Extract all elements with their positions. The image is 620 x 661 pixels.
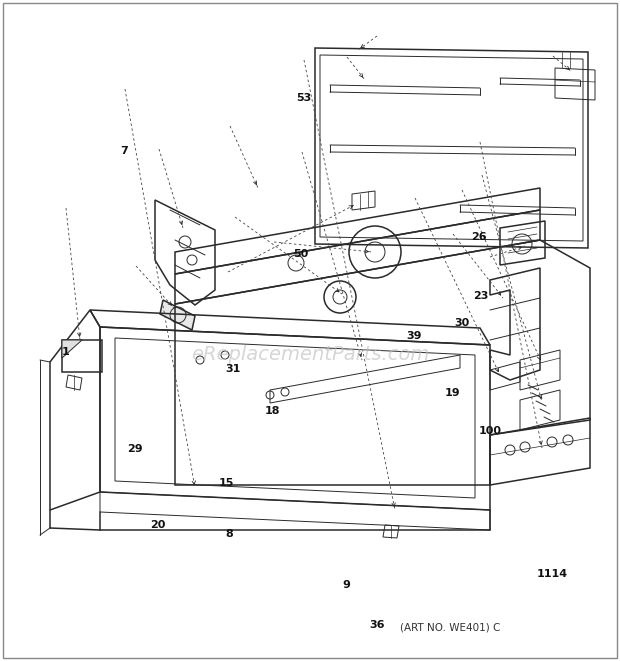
Text: 1: 1 [61,346,69,357]
Text: 8: 8 [226,529,233,539]
Text: (ART NO. WE401) C: (ART NO. WE401) C [400,623,500,633]
Text: eReplacementParts.com: eReplacementParts.com [191,346,429,364]
Text: 36: 36 [369,619,384,630]
Text: 9: 9 [342,580,350,590]
Text: 23: 23 [473,291,488,301]
Text: 1114: 1114 [536,568,567,579]
Polygon shape [62,340,82,358]
Text: 18: 18 [265,406,280,416]
Text: 15: 15 [219,477,234,488]
Text: 31: 31 [225,364,240,374]
Text: 100: 100 [478,426,502,436]
Text: 39: 39 [407,330,422,341]
Text: 50: 50 [293,249,308,260]
Text: 26: 26 [471,231,487,242]
Text: 30: 30 [454,317,469,328]
Text: 20: 20 [151,520,166,531]
Text: 19: 19 [445,388,461,399]
Text: 29: 29 [127,444,143,455]
Text: 7: 7 [120,145,128,156]
Polygon shape [160,300,195,330]
Text: 53: 53 [296,93,311,103]
